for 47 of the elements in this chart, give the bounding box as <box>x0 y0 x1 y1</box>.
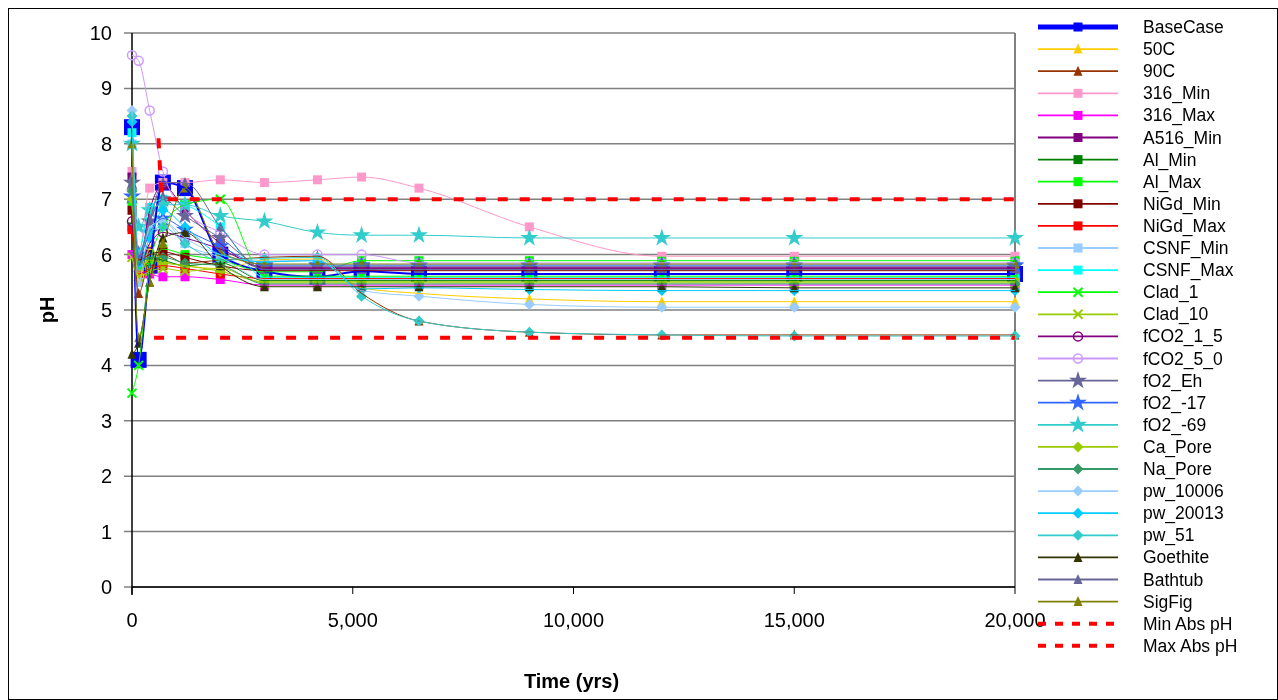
legend-label: 50C <box>1143 39 1176 60</box>
legend-label: Al_Min <box>1143 149 1197 171</box>
x-tick-label: 10,000 <box>542 609 605 631</box>
x-tick-label: 5,000 <box>327 609 378 631</box>
legend-label: Ca_Pore <box>1143 436 1213 458</box>
y-tick-label: 0 <box>100 576 112 598</box>
legend-label: fO2_Eh <box>1143 370 1203 392</box>
legend-label: NiGd_Min <box>1143 193 1221 215</box>
x-axis-title: Time (yrs) <box>523 670 620 692</box>
legend-label: BaseCase <box>1143 17 1224 37</box>
y-tick-label: 2 <box>100 465 112 488</box>
legend-label: fO2_-17 <box>1143 392 1207 414</box>
legend-label: CSNF_Min <box>1143 238 1229 259</box>
y-tick-label: 7 <box>100 188 112 211</box>
legend-label: Clad_1 <box>1143 282 1199 304</box>
legend-label: NiGd_Max <box>1143 215 1226 237</box>
legend-label: 90C <box>1143 61 1176 82</box>
legend-label: A516_Min <box>1143 127 1222 149</box>
x-tick-label: 0 <box>126 609 138 631</box>
y-tick-label: 6 <box>100 243 112 266</box>
legend-label: Bathtub <box>1143 569 1204 590</box>
legend-label: Min Abs pH <box>1143 613 1233 634</box>
legend-label: fCO2_5_0 <box>1143 348 1224 370</box>
legend-label: pw_10006 <box>1143 481 1224 503</box>
legend-label: Na_Pore <box>1143 459 1213 480</box>
legend-label: 316_Max <box>1143 105 1216 127</box>
y-tick-label: 4 <box>100 354 112 377</box>
legend-label: 316_Min <box>1143 83 1211 105</box>
legend-label: SigFig <box>1143 591 1193 612</box>
x-tick-label: 15,000 <box>763 609 825 631</box>
x-tick-label: 20,000 <box>984 609 1046 631</box>
y-tick-label: 8 <box>100 132 112 155</box>
y-axis-title: pH <box>36 296 58 324</box>
legend-label: CSNF_Max <box>1143 260 1234 282</box>
y-tick-label: 10 <box>89 22 112 44</box>
legend-label: fCO2_1_5 <box>1143 326 1223 348</box>
y-tick-label: 5 <box>100 299 112 321</box>
legend-label: Al_Max <box>1143 171 1202 193</box>
y-tick-label: 1 <box>100 520 112 543</box>
legend-label: Max Abs pH <box>1143 635 1238 656</box>
legend-label: pw_20013 <box>1143 503 1224 525</box>
legend-label: Goethite <box>1143 547 1210 568</box>
legend-label: fO2_-69 <box>1143 414 1207 436</box>
legend-label: pw_51 <box>1143 525 1195 547</box>
legend-label: Clad_10 <box>1143 304 1209 326</box>
y-tick-label: 3 <box>100 409 112 432</box>
y-tick-label: 9 <box>100 77 112 100</box>
